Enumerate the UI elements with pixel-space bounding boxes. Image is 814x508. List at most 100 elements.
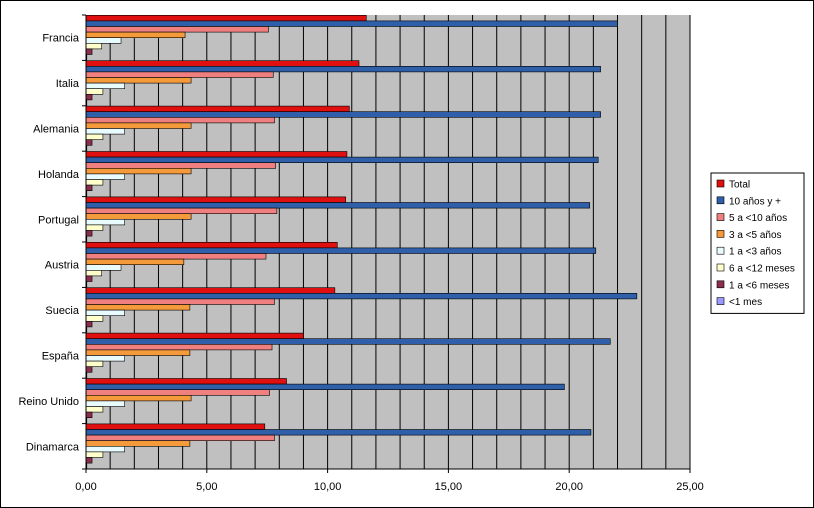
bar — [85, 224, 104, 231]
bar — [85, 37, 122, 44]
bar — [85, 320, 93, 328]
bar — [85, 105, 350, 112]
bar — [85, 378, 287, 385]
bar — [85, 400, 125, 407]
category-label: Holanda — [38, 169, 80, 181]
bar — [85, 202, 591, 209]
bar — [85, 304, 191, 311]
bar — [85, 31, 186, 39]
bar — [85, 179, 104, 186]
bar — [85, 20, 618, 27]
bar — [85, 332, 304, 340]
legend-swatch — [716, 179, 725, 188]
category-label: España — [42, 351, 80, 363]
legend-label: 5 a <10 años — [729, 213, 787, 224]
category-label: Alemania — [33, 124, 80, 136]
bar — [85, 406, 104, 413]
legend-label: 6 a <12 meses — [729, 264, 795, 275]
category-labels: Francia Italia Alemania Holanda Portugal Aust… — [18, 33, 79, 454]
bar — [85, 66, 601, 73]
bar — [85, 162, 276, 169]
bar — [85, 411, 93, 419]
bar — [85, 275, 93, 282]
bar — [85, 253, 267, 260]
bar — [85, 355, 125, 362]
category-label: Reino Unido — [18, 396, 79, 408]
category-label: Suecia — [45, 305, 80, 317]
bar — [85, 128, 125, 135]
bar — [85, 156, 599, 164]
axes — [82, 14, 691, 473]
legend-swatch — [716, 196, 725, 205]
legend-label: 3 a <5 años — [729, 230, 782, 241]
bar — [85, 48, 93, 55]
legend-swatch — [716, 297, 725, 305]
bar — [85, 94, 93, 101]
bar — [85, 457, 93, 464]
legend-label: 1 a <6 meses — [729, 280, 789, 291]
bar — [85, 434, 275, 442]
bar — [85, 287, 336, 294]
bar — [85, 389, 270, 396]
bar — [85, 360, 104, 368]
bar — [85, 338, 611, 345]
bar — [85, 60, 360, 67]
bar — [85, 269, 103, 277]
bar — [85, 196, 347, 203]
bar — [85, 309, 125, 317]
x-tick-label: 25,00 — [676, 481, 704, 493]
bar — [85, 264, 122, 271]
category-label: Dinamarca — [26, 441, 80, 453]
category-label: Austria — [45, 260, 80, 272]
bar — [85, 429, 592, 436]
legend-swatch — [716, 213, 725, 221]
x-tick-label: 20,00 — [555, 481, 583, 493]
bar — [85, 349, 191, 356]
legend-label: Total — [729, 180, 750, 191]
bar — [85, 292, 638, 300]
bar — [85, 366, 93, 373]
legend-swatch — [716, 246, 725, 255]
x-tick-label: 0,00 — [75, 481, 96, 493]
bar — [85, 383, 565, 391]
legend-swatch — [716, 230, 725, 238]
legend: Total 10 años y + 5 a <10 años 3 a <5 años 1… — [710, 172, 805, 314]
gridlines — [109, 15, 691, 469]
bar — [85, 111, 601, 118]
bar — [85, 88, 104, 95]
bar — [85, 230, 93, 237]
bar — [85, 151, 348, 158]
legend-box — [710, 172, 805, 314]
category-label: Francia — [42, 33, 80, 45]
bar — [85, 247, 597, 254]
category-label: Italia — [56, 78, 80, 90]
bar — [85, 26, 269, 33]
bar — [85, 343, 273, 351]
bar — [85, 184, 93, 192]
bar — [85, 298, 275, 305]
bar — [85, 82, 125, 89]
bar — [85, 423, 266, 430]
bar — [85, 117, 275, 124]
bar — [85, 440, 191, 447]
bar — [85, 133, 104, 141]
bar — [85, 42, 103, 50]
bar — [85, 219, 125, 226]
bar — [85, 168, 192, 175]
bar — [85, 71, 274, 78]
bar — [85, 242, 338, 249]
legend-swatch — [716, 280, 725, 289]
bar — [85, 315, 104, 322]
legend-swatch — [716, 263, 725, 272]
bar — [85, 173, 125, 180]
legend-label: 10 años y + — [729, 196, 781, 207]
bar — [85, 139, 93, 146]
bar — [85, 445, 125, 453]
x-tick-labels: 0,00 5,00 10,00 15,00 20,00 25,00 — [75, 481, 703, 493]
category-label: Portugal — [38, 214, 79, 226]
x-tick-label: 10,00 — [314, 481, 342, 493]
bar — [85, 394, 192, 402]
bar — [85, 258, 185, 266]
